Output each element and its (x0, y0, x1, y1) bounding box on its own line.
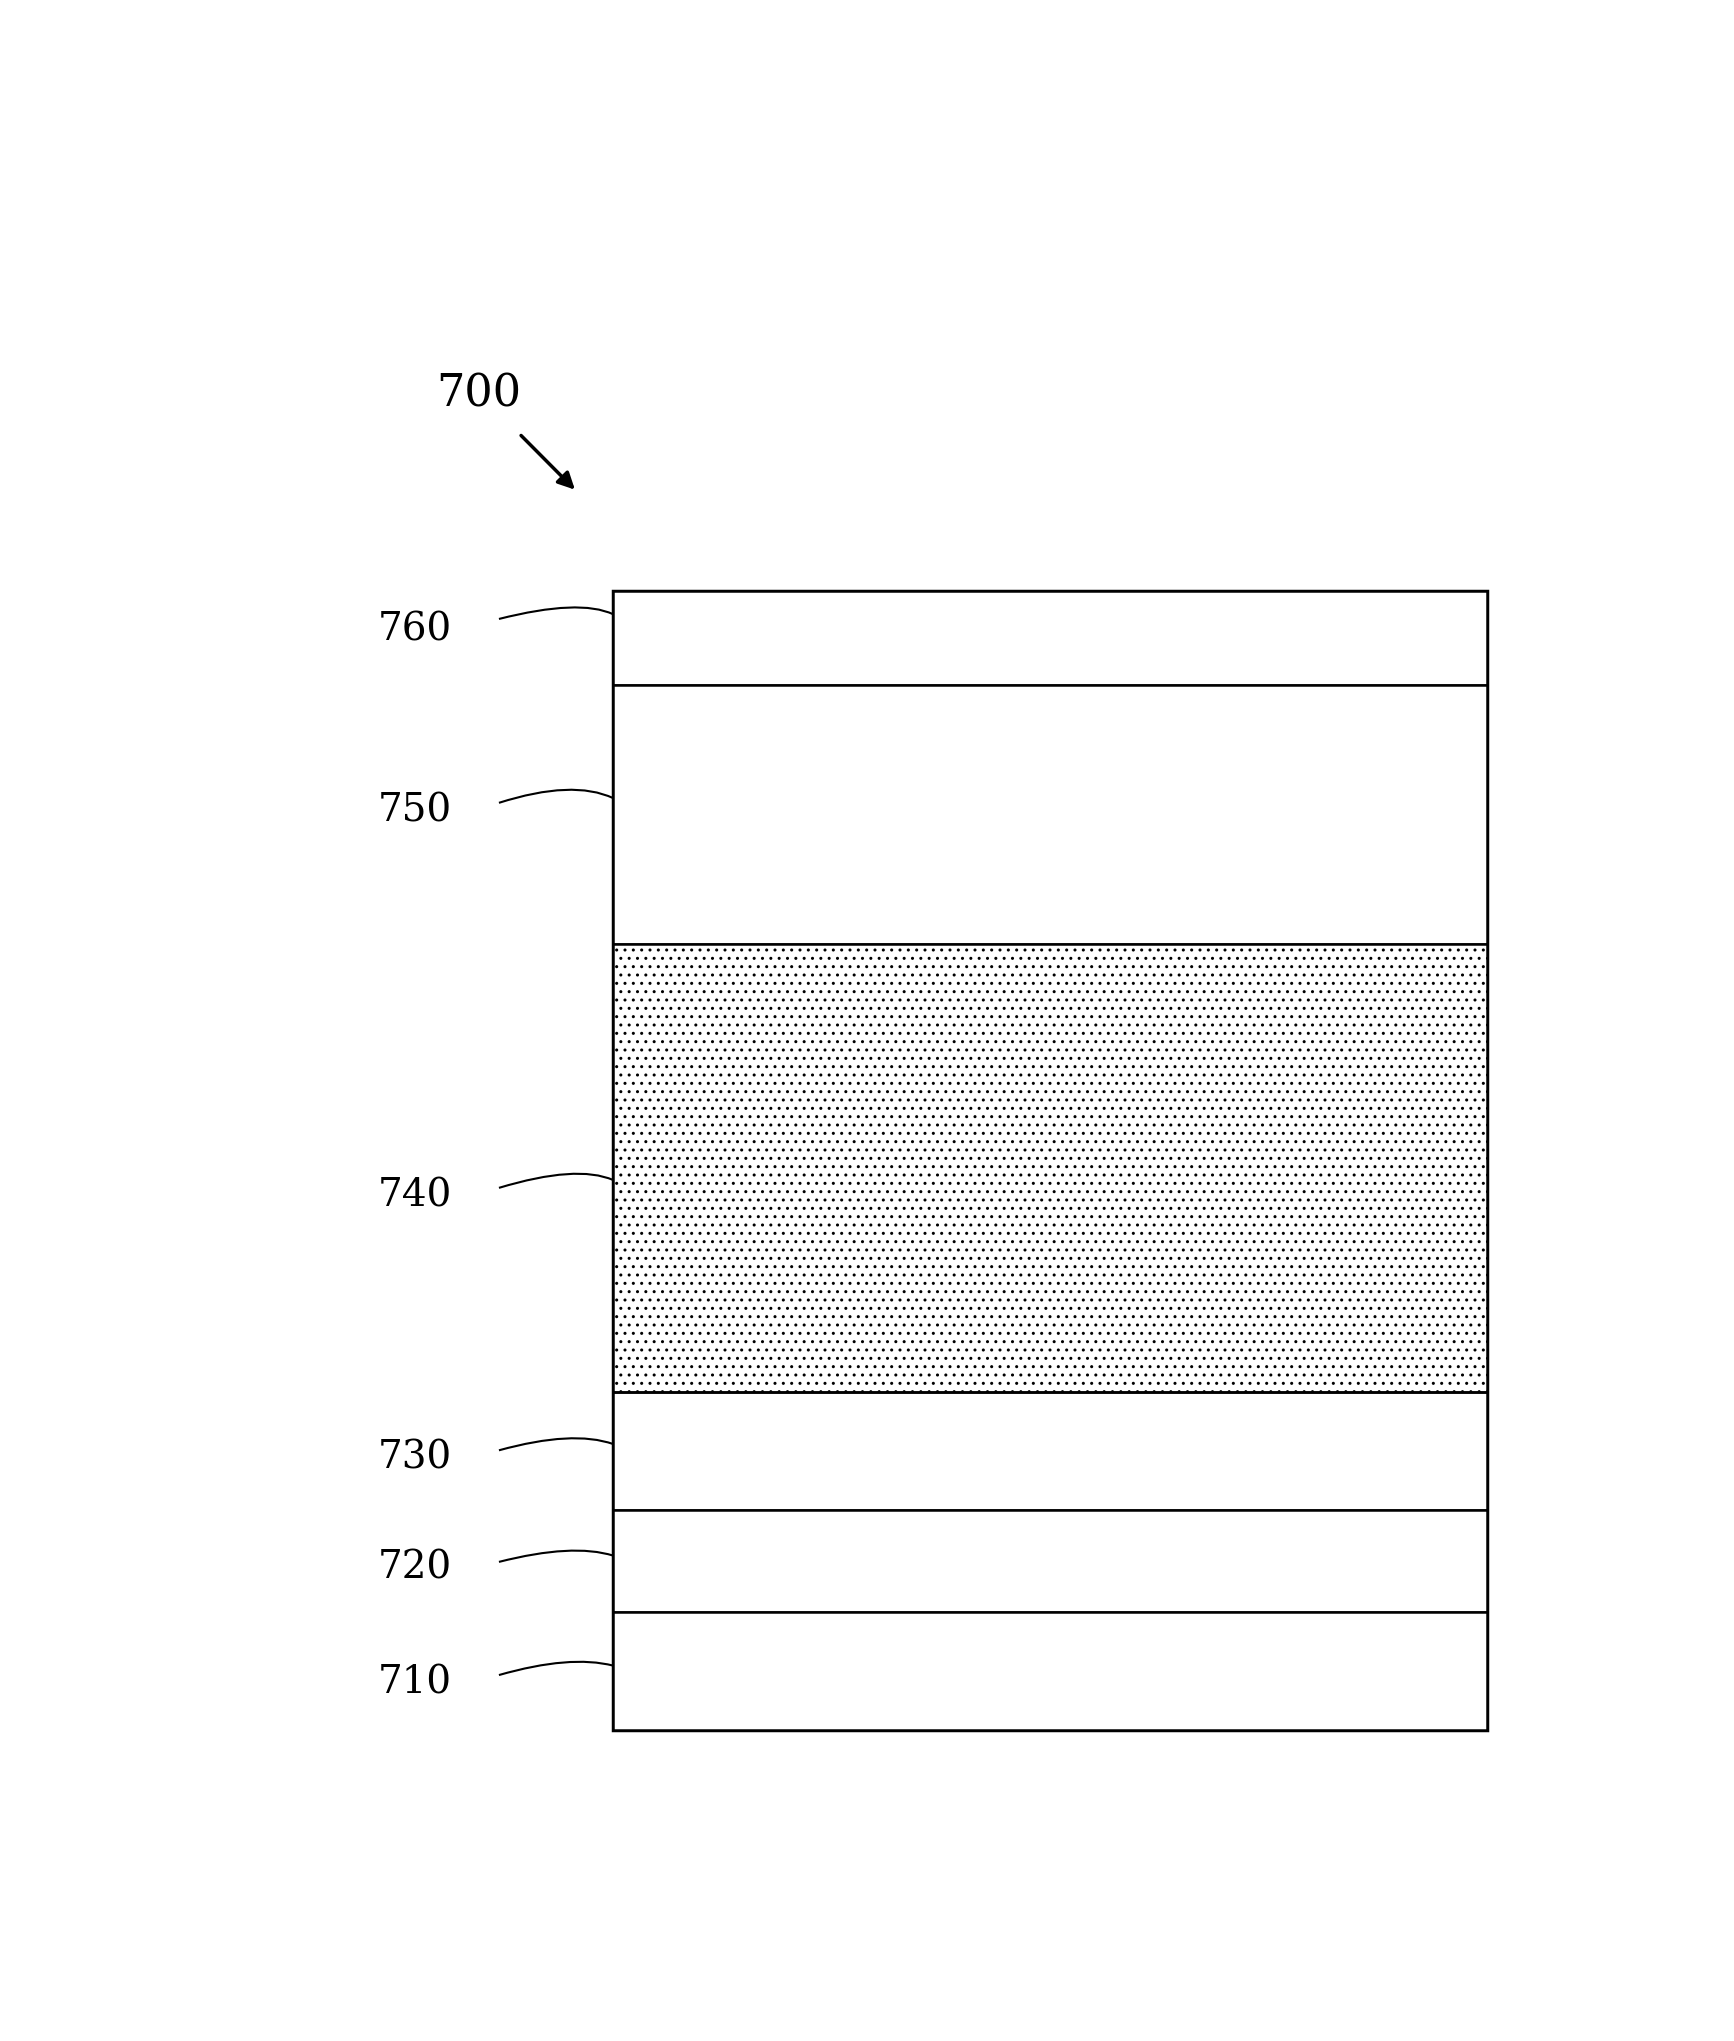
Text: 740: 740 (378, 1178, 453, 1214)
Bar (614, 1510, 1486, 1612)
Bar (614, 590, 1486, 1731)
Bar (614, 945, 1486, 1392)
Text: 700: 700 (437, 374, 522, 416)
Text: 710: 710 (378, 1663, 453, 1702)
Text: 760: 760 (378, 612, 453, 649)
Bar (614, 1612, 1486, 1731)
Bar (614, 590, 1486, 686)
Bar (614, 686, 1486, 945)
Bar (614, 945, 1486, 1392)
Bar (614, 1392, 1486, 1510)
Text: 720: 720 (378, 1549, 453, 1586)
Text: 750: 750 (378, 792, 453, 829)
Text: 730: 730 (378, 1439, 453, 1478)
